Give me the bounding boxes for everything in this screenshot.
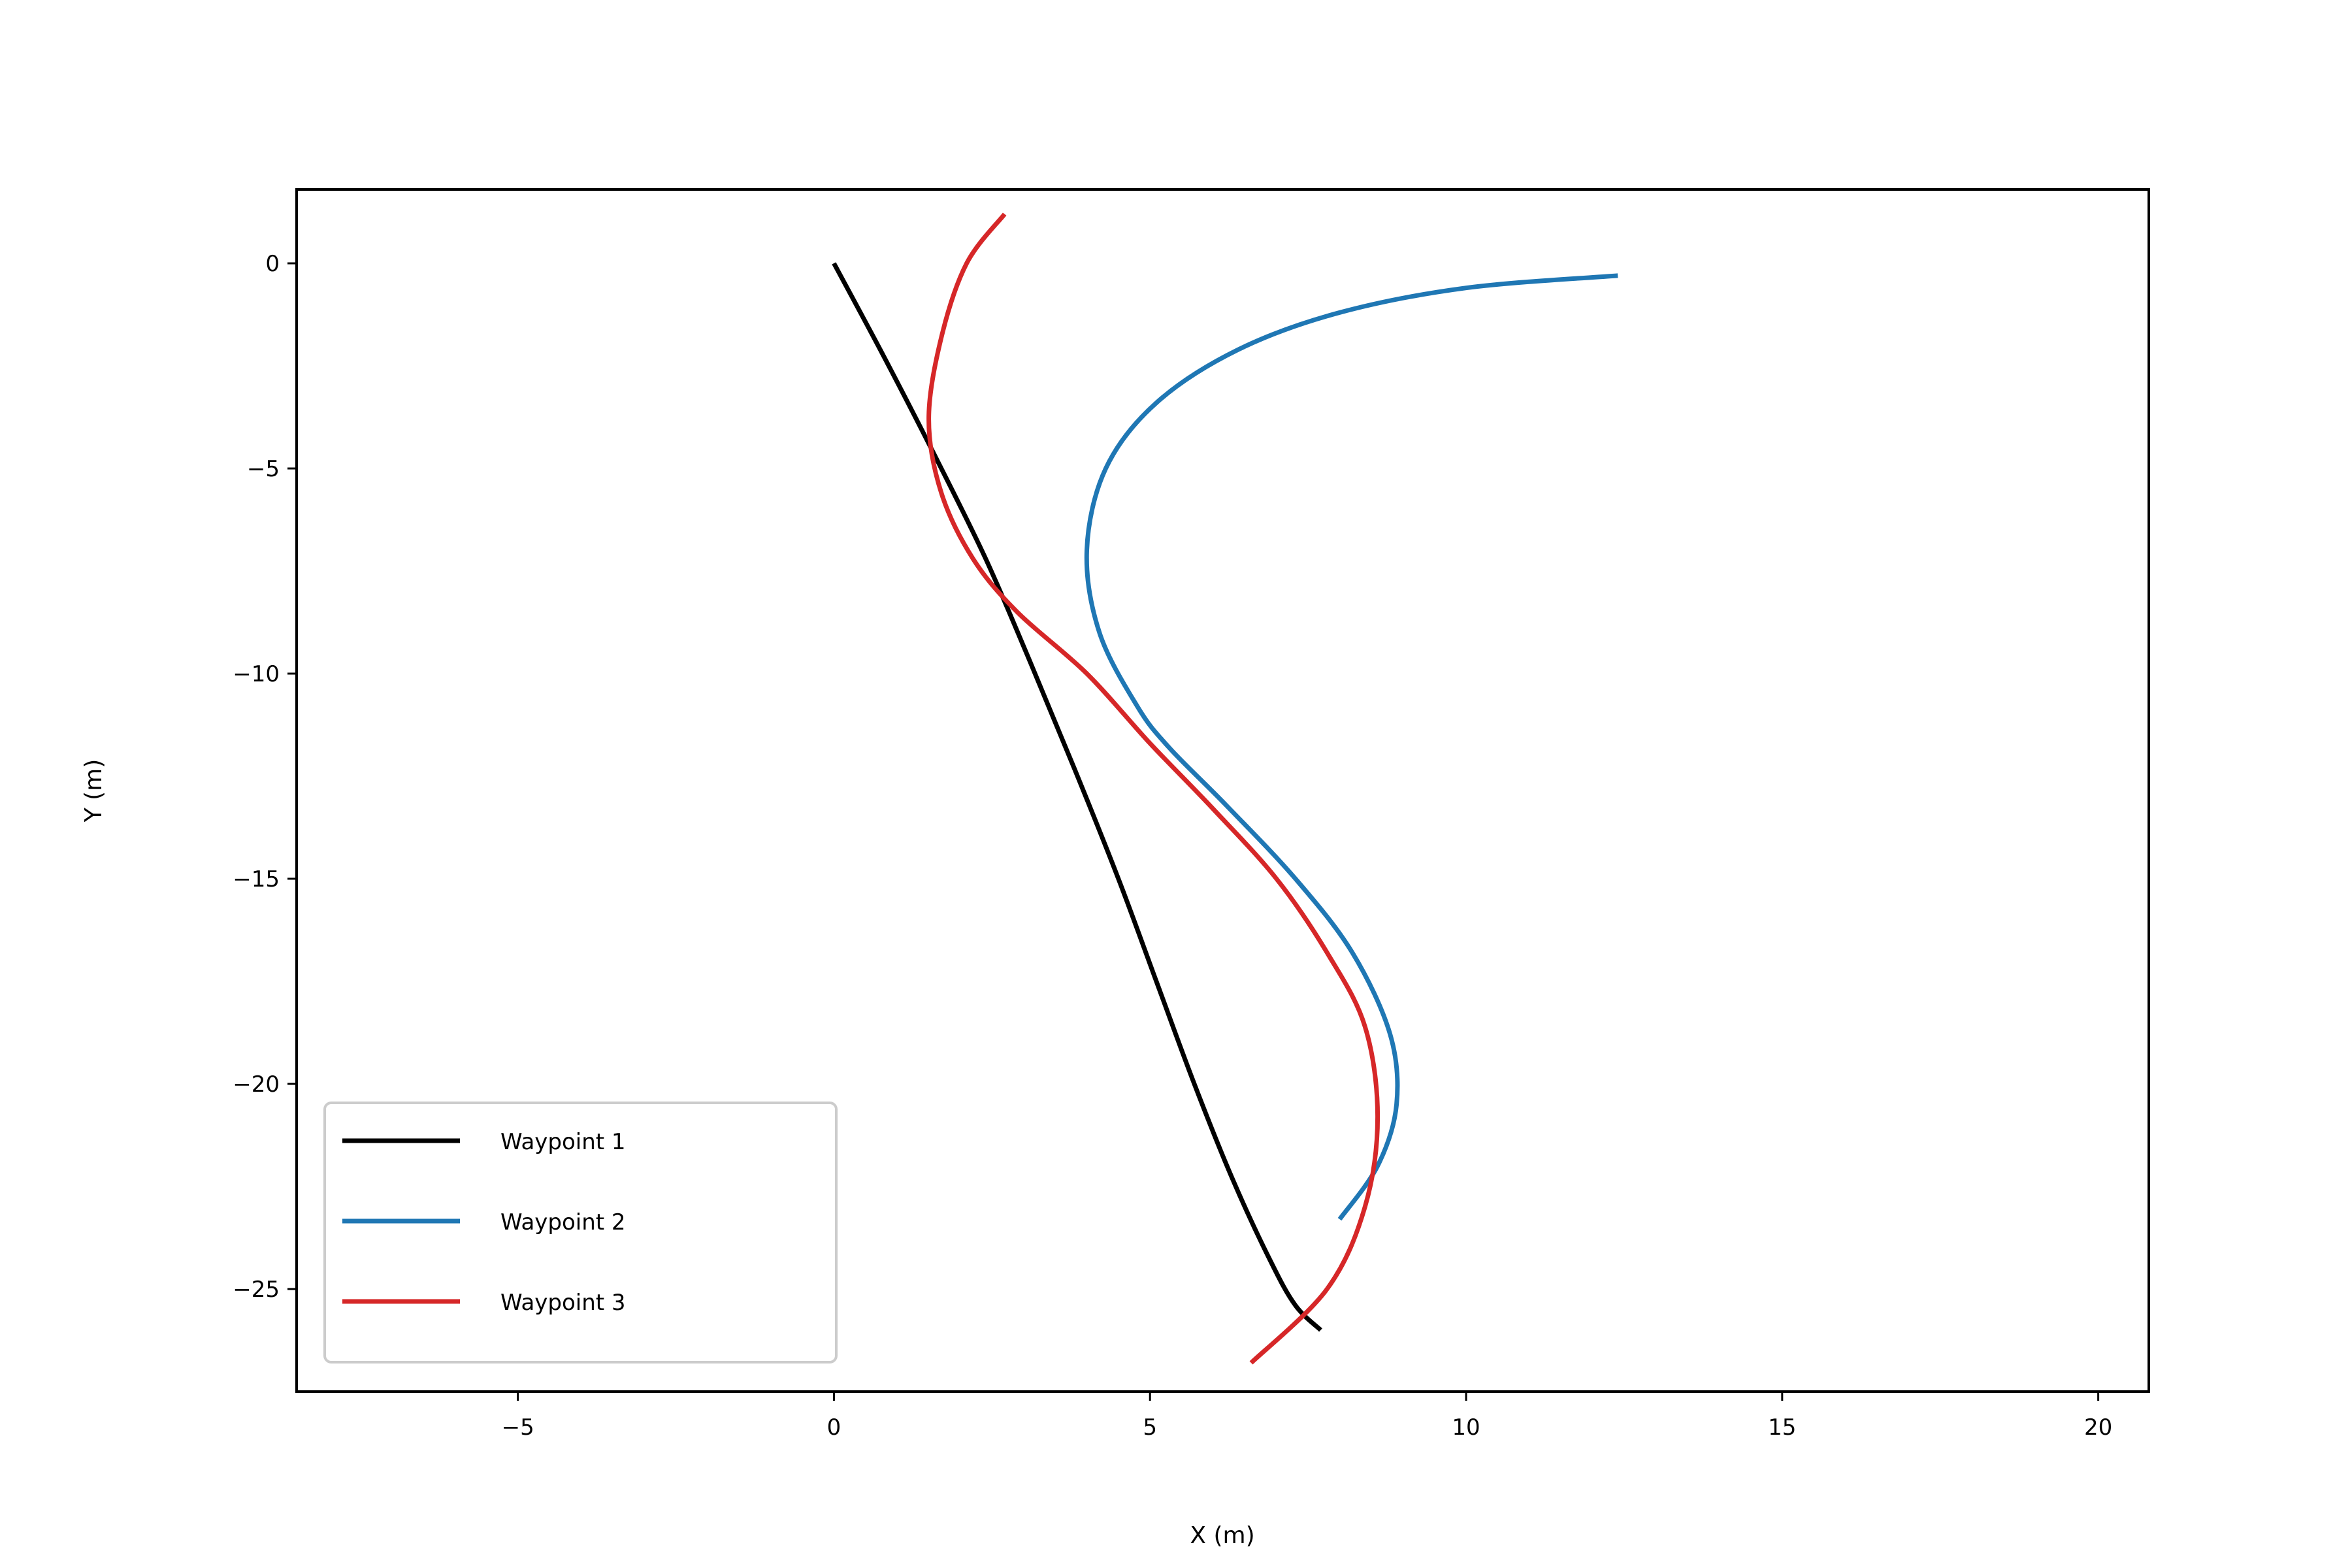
y-axis: 0 −5 −10 −15 −20 −25 xyxy=(233,251,297,1303)
series-line-waypoint-2 xyxy=(1084,273,1618,1221)
x-tick-label: 5 xyxy=(1143,1414,1157,1441)
x-tick-label: −5 xyxy=(502,1414,534,1441)
y-tick-label: −20 xyxy=(233,1071,280,1098)
legend-box xyxy=(323,1102,838,1364)
series-layer xyxy=(832,212,1618,1365)
legend-label-waypoint-2: Waypoint 2 xyxy=(500,1209,626,1235)
legend-label-waypoint-1: Waypoint 1 xyxy=(500,1129,626,1155)
legend: Waypoint 1 Waypoint 2 Waypoint 3 xyxy=(323,1102,838,1364)
y-tick-label: −15 xyxy=(233,866,280,892)
legend-label-waypoint-3: Waypoint 3 xyxy=(500,1290,626,1316)
y-tick-label: −5 xyxy=(247,456,280,482)
y-axis-label: Y (m) xyxy=(80,759,107,823)
y-tick-label: −10 xyxy=(233,661,280,687)
x-tick-label: 0 xyxy=(827,1414,841,1441)
y-tick-label: 0 xyxy=(265,251,280,277)
x-tick-label: 20 xyxy=(2084,1414,2112,1441)
x-tick-label: 15 xyxy=(1768,1414,1796,1441)
plot-frame xyxy=(295,188,2150,1393)
y-tick-label: −25 xyxy=(233,1277,280,1303)
x-axis-label: X (m) xyxy=(1190,1522,1254,1549)
x-tick-label: 10 xyxy=(1452,1414,1480,1441)
x-axis: −5 0 5 10 15 20 xyxy=(502,1392,2112,1441)
series-line-waypoint-3 xyxy=(926,212,1380,1365)
